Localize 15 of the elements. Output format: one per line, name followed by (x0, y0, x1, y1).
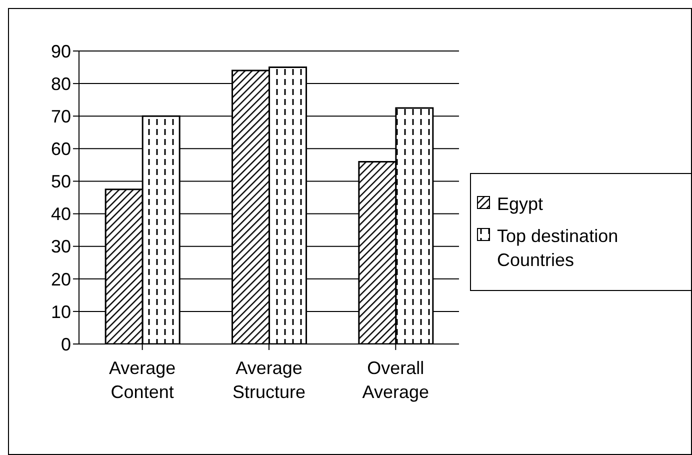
y-tick-label: 50 (50, 172, 71, 192)
y-tick-label: 80 (50, 74, 71, 94)
x-tick-label: Overall Average (362, 358, 430, 402)
x-tick-label: Average Structure (232, 358, 306, 402)
y-tick-label: 20 (50, 269, 71, 290)
x-tick-label: Average Content (108, 358, 176, 402)
y-tick-label: 30 (50, 236, 71, 257)
y-tick-label: 10 (50, 302, 71, 322)
legend-label: Top destination Countries (497, 224, 620, 272)
y-tick-label: 70 (50, 106, 71, 126)
y-tick-label: 40 (50, 204, 71, 224)
y-tick-label: 0 (60, 334, 71, 354)
y-tick-label: 90 (50, 41, 71, 62)
legend-label: Egypt (497, 192, 544, 216)
y-tick-label: 60 (50, 139, 71, 160)
